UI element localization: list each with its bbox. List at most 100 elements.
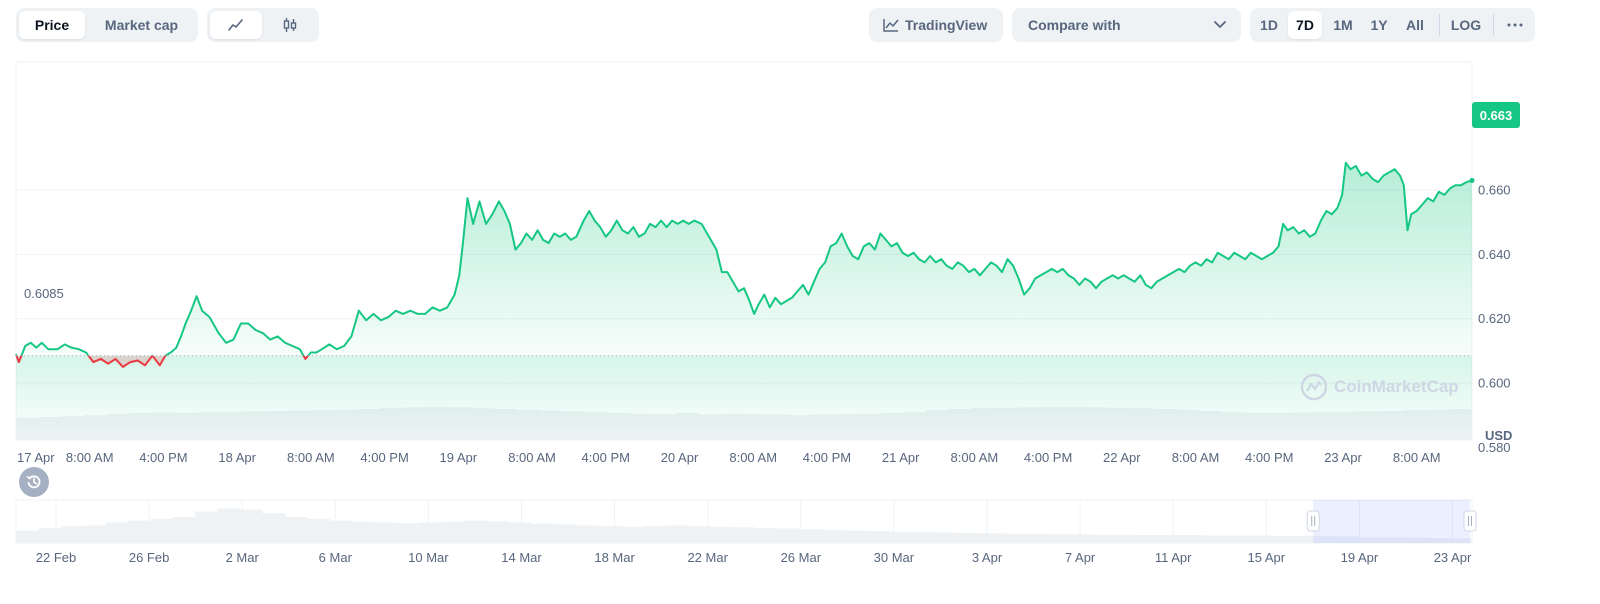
navigator-volume-bar <box>1427 538 1450 543</box>
time-range-selector: 1D 7D 1M 1Y All LOG <box>1250 8 1535 42</box>
navigator-volume-bar <box>1292 535 1316 543</box>
navigator-tick-label: 19 Apr <box>1341 550 1379 565</box>
history-icon <box>26 475 41 489</box>
navigator-volume-bar <box>284 516 308 543</box>
navigator-volume-bar <box>1225 535 1249 543</box>
navigator-tick-label: 10 Mar <box>408 550 449 565</box>
navigator-volume-bar <box>912 532 935 543</box>
navigator-tick-label: 7 Apr <box>1065 550 1096 565</box>
navigator-tick-label: 15 Apr <box>1248 550 1286 565</box>
history-button[interactable] <box>19 467 49 497</box>
x-tick-label: 21 Apr <box>882 450 920 465</box>
navigator-volume-bar <box>1382 537 1406 543</box>
log-scale-button[interactable]: LOG <box>1450 17 1482 33</box>
navigator-tick-label: 30 Mar <box>874 550 915 565</box>
navigator-tick-label: 26 Feb <box>129 550 169 565</box>
navigator-volume-bar <box>576 525 599 543</box>
navigator-tick-label: 6 Mar <box>319 550 353 565</box>
navigator-tick-label: 14 Mar <box>501 550 542 565</box>
navigator-volume-bar <box>262 513 286 543</box>
x-tick-label: 4:00 PM <box>1245 450 1293 465</box>
tradingview-button[interactable]: TradingView <box>869 8 1003 42</box>
navigator-handle[interactable] <box>1306 510 1320 532</box>
navigator-volume-bar <box>800 529 823 543</box>
range-all-button[interactable]: All <box>1406 17 1424 33</box>
navigator-volume-bar <box>1404 537 1428 543</box>
navigator-volume-bar <box>441 521 465 543</box>
navigator-volume-bar <box>934 532 958 543</box>
y-tick-label: 0.580 <box>1478 440 1511 455</box>
line-chart-button[interactable] <box>210 11 262 39</box>
navigator-volume-bar <box>598 526 622 543</box>
x-tick-label: 20 Apr <box>661 450 699 465</box>
navigator-handle[interactable] <box>1463 510 1477 532</box>
navigator-volume-bar <box>195 511 218 543</box>
range-1d-button[interactable]: 1D <box>1260 17 1278 33</box>
x-tick-label: 4:00 PM <box>360 450 408 465</box>
navigator-volume-bar <box>150 518 174 543</box>
navigator-volume-bar <box>1091 534 1114 543</box>
line-chart-icon <box>228 19 243 31</box>
navigator-volume-bar <box>1136 535 1159 543</box>
candlestick-button[interactable] <box>264 11 316 39</box>
x-tick-label: 8:00 AM <box>729 450 777 465</box>
more-horizontal-icon <box>1507 23 1523 27</box>
market-cap-tab[interactable]: Market cap <box>104 17 179 33</box>
price-tab[interactable]: Price <box>19 11 85 39</box>
x-tick-label: 23 Apr <box>1324 450 1362 465</box>
navigator-volume-bar <box>1203 535 1226 543</box>
navigator-volume-bar <box>1248 535 1271 543</box>
range-7d-button[interactable]: 7D <box>1288 11 1322 39</box>
x-tick-label: 4:00 PM <box>803 450 851 465</box>
navigator-volume-bar <box>1337 536 1361 543</box>
x-tick-label: 4:00 PM <box>139 450 187 465</box>
navigator-volume-bar <box>688 526 711 543</box>
navigator-volume-bar <box>620 526 644 543</box>
navigator-tick-label: 11 Apr <box>1155 550 1192 565</box>
navigator-handle-knob[interactable] <box>1463 510 1477 532</box>
y-tick-label: 0.640 <box>1478 247 1511 262</box>
navigator-volume-bar <box>710 526 734 543</box>
chart-style-toggle <box>207 8 319 42</box>
navigator-volume-bar <box>732 527 756 543</box>
navigator-volume-bar <box>374 522 398 543</box>
navigator-volume-bar <box>665 525 689 543</box>
area-fill-down <box>16 355 1472 367</box>
x-tick-label: 4:00 PM <box>582 450 630 465</box>
navigator-tick-label: 2 Mar <box>226 550 260 565</box>
candlestick-icon <box>283 18 297 32</box>
compare-with-select[interactable]: Compare with <box>1012 8 1241 42</box>
range-1y-button[interactable]: 1Y <box>1370 17 1388 33</box>
x-tick-label: 8:00 AM <box>1393 450 1441 465</box>
more-options-button[interactable] <box>1500 11 1530 39</box>
navigator-volume-bar <box>643 526 666 543</box>
navigator-volume-bar <box>240 509 263 543</box>
navigator-volume-bar <box>1113 534 1137 543</box>
navigator-volume-bar <box>60 526 84 543</box>
baseline-price-label: 0.6085 <box>22 286 66 301</box>
currency-label: USD <box>1485 428 1513 443</box>
chevron-down-icon <box>1214 21 1226 28</box>
watermark-label: CoinMarketCap <box>1334 377 1459 396</box>
coinmarketcap-logo-icon <box>1300 373 1328 401</box>
navigator-selection[interactable] <box>1313 500 1470 543</box>
x-tick-label: 8:00 AM <box>1172 450 1220 465</box>
coinmarketcap-watermark: CoinMarketCap <box>1300 373 1459 401</box>
navigator-volume-bar <box>1270 535 1294 543</box>
navigator-volume-bar <box>1001 533 1025 543</box>
area-fill-lower <box>16 355 1472 440</box>
x-tick-label: 8:00 AM <box>951 450 999 465</box>
current-price-tag: 0.663 <box>1472 102 1520 128</box>
navigator-volume-bar <box>1449 538 1473 543</box>
navigator-tick-label: 22 Feb <box>36 550 76 565</box>
range-divider <box>1439 14 1440 36</box>
x-tick-label: 8:00 AM <box>508 450 556 465</box>
navigator-tick-label: 3 Apr <box>972 550 1003 565</box>
compare-with-label: Compare with <box>1028 17 1121 33</box>
navigator-volume-bar <box>867 531 890 543</box>
navigator-volume-bar <box>1360 537 1383 543</box>
navigator-handle-knob[interactable] <box>1306 510 1320 532</box>
range-navigator[interactable]: 22 Feb 26 Feb 2 Mar 6 Mar 10 Mar 14 Mar 18 Mar… <box>15 499 1477 565</box>
range-1m-button[interactable]: 1M <box>1333 17 1353 33</box>
